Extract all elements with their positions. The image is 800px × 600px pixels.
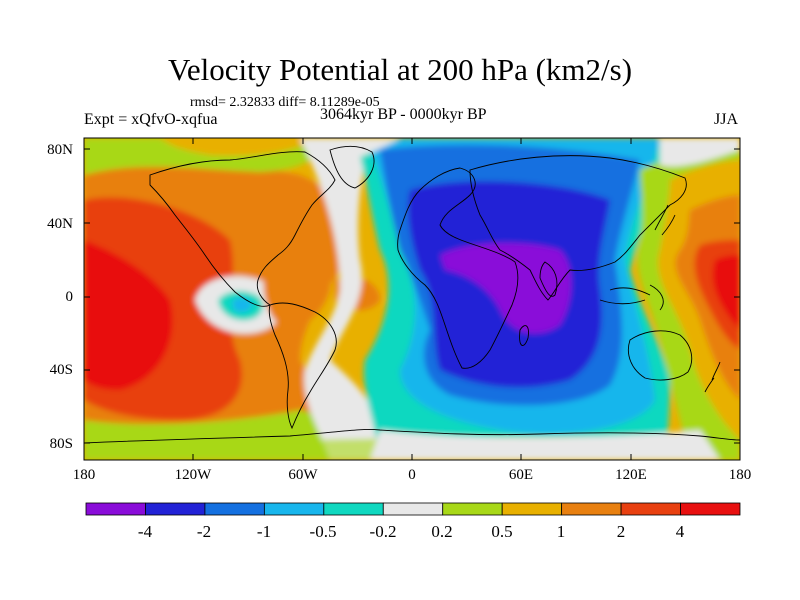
colorbar-label: -1 (256, 522, 272, 541)
colorbar-label: 0.5 (491, 522, 513, 541)
colorbar-swatch (680, 502, 741, 516)
colorbar-label: -2 (196, 522, 212, 541)
colorbar-label: 4 (675, 522, 685, 541)
colorbar-swatch (561, 502, 622, 516)
lon-label-180w: 180 (72, 467, 96, 483)
colorbar-label: -0.5 (309, 522, 337, 541)
map-title: Velocity Potential at 200 hPa (km2/s) (167, 52, 633, 87)
lat-label-80s: 80S (49, 436, 73, 452)
colorbar-swatch (145, 502, 206, 516)
colorbar-swatch (501, 502, 563, 516)
lat-label-80n: 80N (47, 142, 73, 158)
colorbar-swatch (204, 502, 265, 516)
lat-label-40n: 40N (47, 216, 73, 232)
stats-line: rmsd= 2.32833 diff= 8.11289e-05 (190, 95, 380, 110)
colorbar-label: -4 (137, 522, 153, 541)
colorbar-swatch (442, 502, 503, 516)
lon-label-60e: 60E (508, 467, 534, 483)
colorbar-label: 0.2 (431, 522, 453, 541)
velocity-potential-field (84, 138, 740, 460)
lon-label-180e: 180 (728, 467, 752, 483)
period-label: 3064kyr BP - 0000kyr BP (320, 106, 487, 123)
colorbar-label: 2 (616, 522, 626, 541)
colorbar-label: 1 (556, 522, 566, 541)
lat-label-0: 0 (65, 289, 74, 305)
colorbar-label: -0.2 (369, 522, 397, 541)
colorbar-swatch (85, 502, 146, 516)
coastlines (84, 146, 740, 444)
lon-label-60w: 60W (288, 467, 318, 483)
axis-ticks (83, 138, 741, 460)
lon-label-0: 0 (408, 467, 416, 483)
lat-label-40s: 40S (49, 362, 73, 378)
experiment-label: Expt = xQfvO-xqfua (84, 111, 218, 128)
season-label: JJA (713, 111, 738, 128)
colorbar (85, 502, 741, 516)
lon-label-120e: 120E (615, 467, 647, 483)
colorbar-swatch (323, 502, 384, 516)
lon-label-120w: 120W (174, 467, 212, 483)
colorbar-swatch (620, 502, 681, 516)
colorbar-swatch (263, 502, 325, 516)
colorbar-swatch (382, 502, 444, 516)
